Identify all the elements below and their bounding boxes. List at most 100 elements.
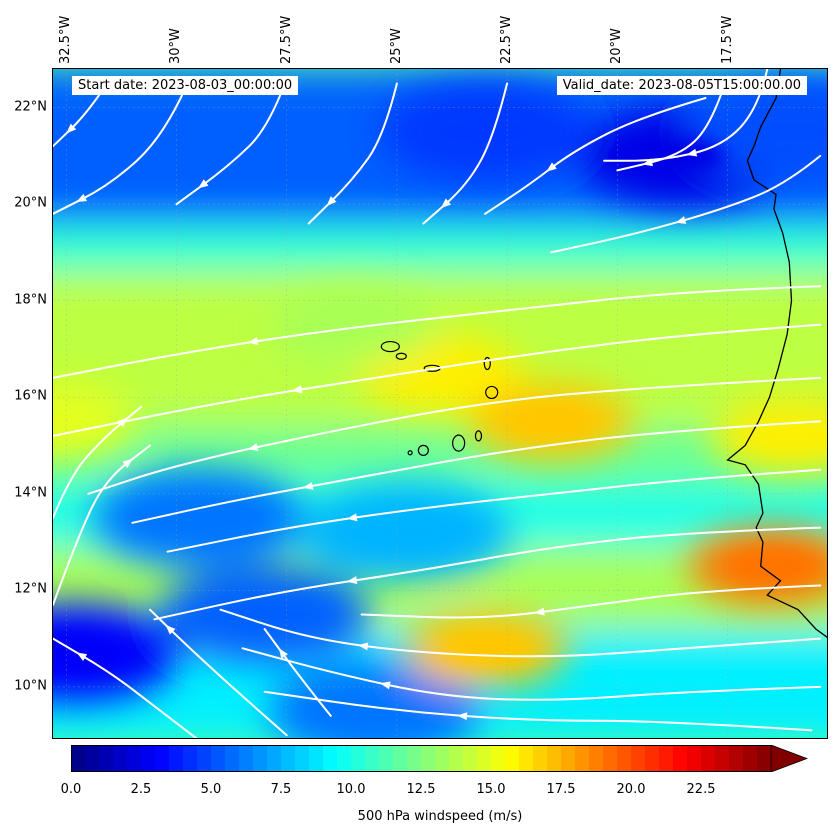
streamline-7 bbox=[53, 87, 187, 215]
streamline-arrow-9 bbox=[247, 337, 259, 346]
streamline-16 bbox=[219, 608, 822, 658]
colorbar-segment-15 bbox=[281, 745, 296, 772]
colorbar-segment-47 bbox=[729, 745, 744, 772]
colorbar-segment-18 bbox=[323, 745, 338, 772]
streamline-3 bbox=[603, 69, 769, 162]
colorbar-tick-4: 10.0 bbox=[336, 782, 366, 797]
streamline-20 bbox=[149, 608, 288, 737]
streamline-arrow-22 bbox=[122, 458, 133, 469]
colorbar-segment-4 bbox=[127, 745, 142, 772]
streamline-11 bbox=[87, 376, 822, 495]
colorbar-segment-43 bbox=[673, 745, 688, 772]
speed-core-10 bbox=[729, 550, 814, 583]
colorbar-segment-41 bbox=[645, 745, 660, 772]
colorbar-segment-21 bbox=[365, 745, 380, 772]
speed-band-1 bbox=[53, 223, 827, 272]
colorbar-tick-6: 15.0 bbox=[476, 782, 506, 797]
speed-feature-6 bbox=[269, 662, 480, 738]
colorbar-extend-arrow bbox=[770, 745, 808, 772]
streamline-10 bbox=[53, 323, 822, 437]
island-santo-antao bbox=[380, 340, 400, 353]
lat-label-4: 14°N bbox=[14, 485, 47, 501]
streamline-arrow-12 bbox=[302, 481, 314, 490]
colorbar-tick-5: 12.5 bbox=[406, 782, 436, 797]
island-sal bbox=[483, 356, 491, 371]
colorbar-label: 500 hPa windspeed (m/s) bbox=[357, 809, 523, 824]
lat-label-3: 16°N bbox=[14, 388, 47, 404]
colorbar-segment-0 bbox=[71, 745, 86, 772]
colorbar-segment-49 bbox=[757, 745, 772, 772]
colorbar-segment-28 bbox=[463, 745, 478, 772]
colorbar-segment-23 bbox=[393, 745, 408, 772]
island-fogo bbox=[417, 444, 429, 456]
colorbar-segment-26 bbox=[435, 745, 450, 772]
streamline-0 bbox=[484, 97, 707, 215]
colorbar bbox=[71, 745, 808, 772]
speed-feature-4 bbox=[93, 468, 304, 567]
colorbar-segment-3 bbox=[113, 745, 128, 772]
speed-feature-1 bbox=[380, 82, 591, 181]
streamline-arrow-0 bbox=[546, 162, 557, 172]
streamline-5 bbox=[307, 82, 398, 225]
lon-label-2: 27.5°W bbox=[278, 15, 294, 64]
colorbar-segment-10 bbox=[211, 745, 226, 772]
streamline-9 bbox=[53, 285, 822, 379]
colorbar-segment-29 bbox=[477, 745, 492, 772]
streamline-15 bbox=[360, 584, 822, 619]
streamline-arrow-20 bbox=[165, 624, 176, 635]
wind-map bbox=[52, 68, 828, 739]
colorbar-segment-33 bbox=[533, 745, 548, 772]
island-santiago bbox=[452, 434, 466, 452]
streamline-12 bbox=[131, 420, 822, 524]
lat-label-6: 10°N bbox=[14, 678, 47, 694]
colorbar-segment-38 bbox=[603, 745, 618, 772]
streamline-14 bbox=[153, 526, 822, 621]
speed-core-3 bbox=[53, 637, 118, 670]
streamline-arrow-23 bbox=[278, 648, 288, 659]
streamline-arrow-3 bbox=[686, 148, 698, 157]
lat-label-5: 12°N bbox=[14, 581, 47, 597]
colorbar-segment-20 bbox=[351, 745, 366, 772]
streamline-21 bbox=[53, 405, 143, 519]
colorbar-segment-39 bbox=[617, 745, 632, 772]
windspeed-field bbox=[53, 69, 827, 738]
streamline-arrow-17 bbox=[380, 681, 391, 690]
island-brava bbox=[407, 450, 413, 456]
lat-label-1: 20°N bbox=[14, 195, 47, 211]
streamline-6 bbox=[175, 77, 288, 206]
colorbar-segment-45 bbox=[701, 745, 716, 772]
wind-field-svg bbox=[53, 69, 827, 738]
streamline-arrow-16 bbox=[357, 642, 369, 651]
colorbar-segment-13 bbox=[253, 745, 268, 772]
map-gridlines bbox=[53, 69, 827, 738]
colorbar-segment-19 bbox=[337, 745, 352, 772]
island-boa-vista bbox=[485, 385, 499, 400]
streamline-17 bbox=[241, 647, 822, 701]
lon-label-5: 20°W bbox=[609, 28, 625, 64]
streamline-arrow-6 bbox=[198, 179, 209, 189]
colorbar-segment-24 bbox=[407, 745, 422, 772]
colorbar-segment-48 bbox=[743, 745, 758, 772]
lon-label-3: 25°W bbox=[388, 28, 404, 64]
streamline-arrow-21 bbox=[117, 417, 129, 428]
colorbar-segment-14 bbox=[267, 745, 282, 772]
colorbar-segment-46 bbox=[715, 745, 730, 772]
colorbar-segment-35 bbox=[561, 745, 576, 772]
colorbar-tick-9: 22.5 bbox=[686, 782, 716, 797]
colorbar-segment-32 bbox=[519, 745, 534, 772]
colorbar-segment-34 bbox=[547, 745, 562, 772]
colorbar-tick-0: 0.0 bbox=[60, 782, 82, 797]
colorbar-segment-17 bbox=[309, 745, 324, 772]
speed-feature-13 bbox=[711, 397, 827, 475]
colorbar-tick-1: 2.5 bbox=[130, 782, 152, 797]
streamline-arrow-4 bbox=[440, 198, 452, 209]
lon-label-1: 30°W bbox=[168, 28, 184, 64]
speed-feature-14 bbox=[53, 382, 136, 460]
streamline-arrow-5 bbox=[326, 196, 337, 207]
coastline bbox=[380, 69, 827, 638]
colorbar-segment-27 bbox=[449, 745, 464, 772]
colorbar-segment-1 bbox=[85, 745, 100, 772]
colorbar-segment-31 bbox=[505, 745, 520, 772]
streamline-arrow-11 bbox=[247, 443, 259, 451]
speed-core-9 bbox=[509, 405, 594, 438]
